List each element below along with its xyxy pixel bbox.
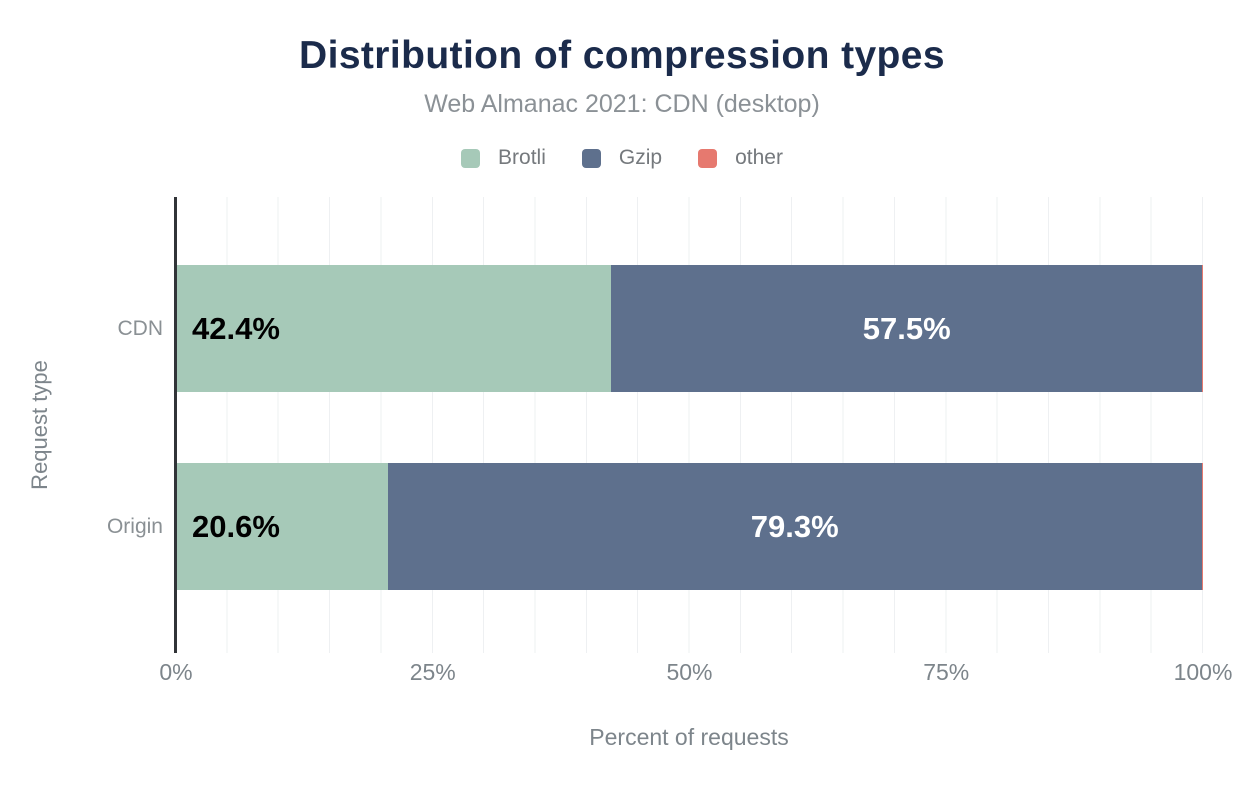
- legend: Brotli Gzip other: [0, 146, 1244, 170]
- bar-segment-gzip: 79.3%: [387, 463, 1202, 590]
- legend-item-other: other: [698, 146, 783, 170]
- legend-item-gzip: Gzip: [581, 146, 663, 170]
- legend-swatch-brotli: [461, 148, 481, 168]
- bar-segment-brotli: 20.6%: [176, 463, 388, 590]
- y-axis-line: [174, 197, 177, 653]
- legend-item-brotli: Brotli: [461, 146, 546, 170]
- y-axis-title: Request type: [27, 360, 52, 490]
- bar-segment-other: [1201, 463, 1203, 590]
- legend-swatch-gzip: [581, 148, 601, 168]
- x-axis-title: Percent of requests: [589, 724, 789, 750]
- y-tick-origin: Origin: [106, 514, 163, 538]
- legend-label-gzip: Gzip: [618, 146, 663, 169]
- bar-segment-brotli: 42.4%: [176, 265, 612, 392]
- bar-cdn: 42.4% 57.5%: [176, 265, 1203, 392]
- x-tick-50: 50%: [666, 659, 713, 685]
- bar-value-label: 57.5%: [862, 311, 951, 346]
- x-tick-0: 0%: [159, 659, 193, 685]
- bar-value-label: 79.3%: [750, 509, 839, 544]
- chart-subtitle: Web Almanac 2021: CDN (desktop): [424, 90, 820, 118]
- bar-origin: 20.6% 79.3%: [176, 463, 1203, 590]
- chart-title: Distribution of compression types: [299, 34, 945, 77]
- bar-value-label: 20.6%: [192, 509, 280, 544]
- x-tick-25: 25%: [409, 659, 456, 685]
- legend-label-other: other: [735, 146, 783, 169]
- bar-value-label: 42.4%: [192, 311, 280, 346]
- bar-segment-gzip: 57.5%: [611, 265, 1202, 392]
- x-tick-75: 75%: [923, 659, 970, 685]
- bar-segment-other: [1201, 265, 1203, 392]
- plot-area: 42.4% 57.5% 20.6% 79.3%: [174, 197, 1203, 653]
- x-tick-100: 100%: [1173, 659, 1233, 685]
- y-tick-cdn: CDN: [117, 316, 164, 340]
- legend-label-brotli: Brotli: [498, 146, 546, 169]
- legend-swatch-other: [698, 148, 718, 168]
